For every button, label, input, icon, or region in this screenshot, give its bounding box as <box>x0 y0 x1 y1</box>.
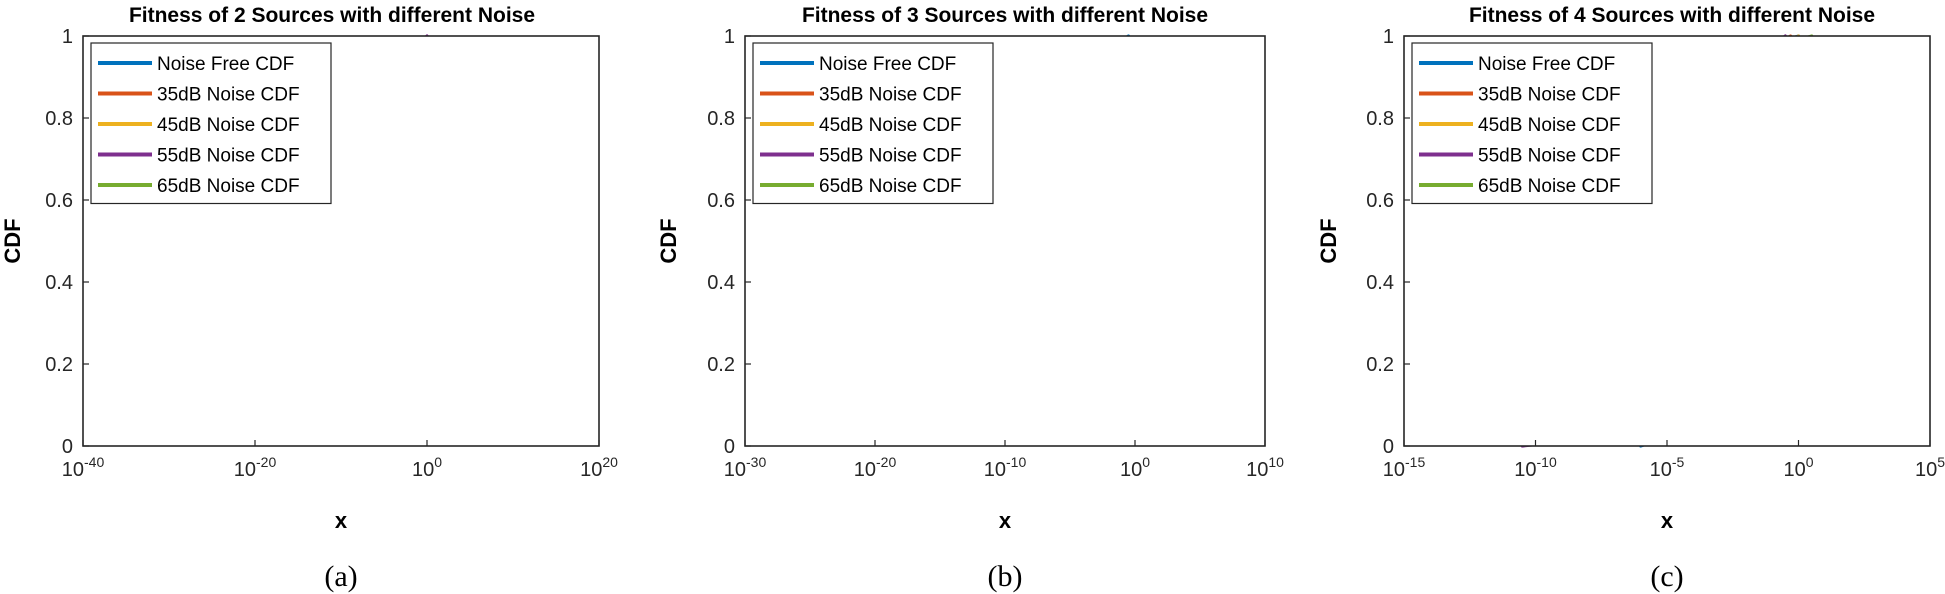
y-axis-label: CDF <box>656 218 681 263</box>
y-tick-label: 0.6 <box>707 190 735 212</box>
panel-caption: (b) <box>988 560 1023 593</box>
y-tick-label: 0.2 <box>707 354 735 376</box>
x-tick-label: 100 <box>412 454 442 481</box>
x-axis-label: x <box>1661 508 1674 533</box>
legend-label: 65dB Noise CDF <box>157 176 300 197</box>
x-tick-label: 1020 <box>580 454 618 481</box>
legend-label: 45dB Noise CDF <box>1478 115 1621 136</box>
x-axis-label: x <box>999 508 1012 533</box>
x-tick-label: 10-10 <box>984 454 1027 481</box>
x-tick-label: 10-15 <box>1383 454 1426 481</box>
y-axis-label: CDF <box>0 218 25 263</box>
y-tick-label: 0.4 <box>707 272 735 294</box>
x-tick-label: 10-10 <box>1514 454 1557 481</box>
y-tick-label: 0 <box>1383 436 1394 458</box>
y-tick-label: 0.2 <box>45 354 73 376</box>
y-tick-label: 0.8 <box>1366 108 1394 130</box>
panel-caption: (c) <box>1650 560 1683 593</box>
legend: Noise Free CDF 35dB Noise CDF 45dB Noise C… <box>90 42 332 205</box>
y-tick-label: 0 <box>724 436 735 458</box>
y-tick-label: 0.2 <box>1366 354 1394 376</box>
legend-label: 55dB Noise CDF <box>819 146 962 167</box>
y-tick-label: 0.4 <box>1366 272 1394 294</box>
legend-label: 65dB Noise CDF <box>1478 176 1621 197</box>
y-tick-label: 1 <box>1383 26 1394 48</box>
chart-panel-2: 10-30 10-20 10-10 100 1010 0 0.2 0.4 0.6 0.8 1 Fitn… <box>656 4 1284 593</box>
legend-label: 35dB Noise CDF <box>157 85 300 106</box>
x-tick-label: 100 <box>1783 454 1813 481</box>
legend-label: 35dB Noise CDF <box>1478 85 1621 106</box>
y-tick-label: 0 <box>62 436 73 458</box>
legend: Noise Free CDF 35dB Noise CDF 45dB Noise C… <box>752 42 994 205</box>
chart-panel-3: 10-15 10-10 10-5 100 105 0 0.2 0.4 0.6 0.8 1 Fitnes… <box>1316 4 1945 593</box>
chart-title: Fitness of 2 Sources with different Nois… <box>129 4 535 27</box>
x-tick-label: 105 <box>1915 454 1945 481</box>
x-tick-label: 10-20 <box>234 454 277 481</box>
y-tick-label: 0.6 <box>45 190 73 212</box>
panel-caption: (a) <box>324 560 357 593</box>
y-tick-label: 1 <box>724 26 735 48</box>
legend: Noise Free CDF 35dB Noise CDF 45dB Noise C… <box>1411 42 1653 205</box>
y-tick-label: 0.6 <box>1366 190 1394 212</box>
legend-label: 55dB Noise CDF <box>1478 146 1621 167</box>
x-tick-label: 10-40 <box>62 454 105 481</box>
chart-title: Fitness of 4 Sources with different Nois… <box>1469 4 1875 27</box>
legend-label: Noise Free CDF <box>157 54 294 75</box>
x-tick-label: 1010 <box>1246 454 1284 481</box>
legend-label: Noise Free CDF <box>819 54 956 75</box>
y-tick-label: 1 <box>62 26 73 48</box>
legend-label: 55dB Noise CDF <box>157 146 300 167</box>
legend-label: 65dB Noise CDF <box>819 176 962 197</box>
x-tick-label: 100 <box>1120 454 1150 481</box>
y-tick-label: 0.8 <box>707 108 735 130</box>
chart-panel-1: 10-40 10-20 100 1020 0 0.2 0.4 0.6 0.8 1 Fitness o… <box>0 4 618 593</box>
x-axis-label: x <box>335 508 348 533</box>
x-tick-label: 10-30 <box>724 454 767 481</box>
legend-label: Noise Free CDF <box>1478 54 1615 75</box>
legend-label: 45dB Noise CDF <box>819 115 962 136</box>
y-tick-label: 0.4 <box>45 272 73 294</box>
x-tick-label: 10-20 <box>854 454 897 481</box>
chart-title: Fitness of 3 Sources with different Nois… <box>802 4 1208 27</box>
legend-label: 45dB Noise CDF <box>157 115 300 136</box>
y-tick-label: 0.8 <box>45 108 73 130</box>
x-tick-label: 10-5 <box>1650 454 1685 481</box>
y-axis-label: CDF <box>1316 218 1341 263</box>
legend-label: 35dB Noise CDF <box>819 85 962 106</box>
